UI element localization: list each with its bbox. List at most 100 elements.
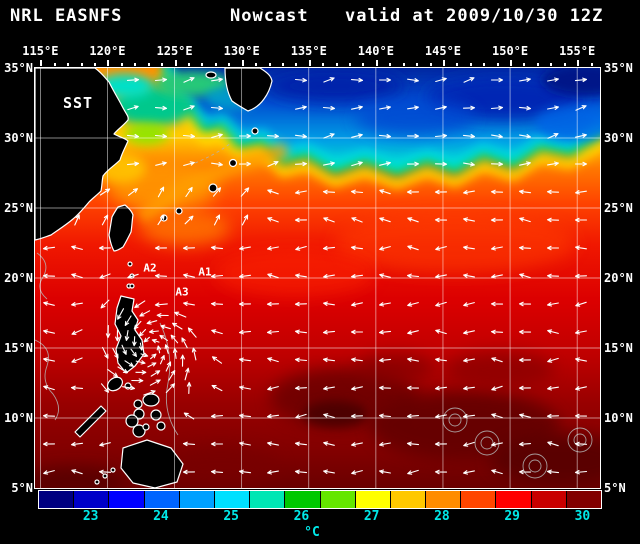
- tick-mark: [67, 63, 70, 66]
- lat-label-right: 10°N: [604, 411, 633, 425]
- product-name: NRL EASNFS: [10, 6, 123, 26]
- tick-mark: [147, 63, 150, 66]
- tick-mark: [161, 63, 164, 66]
- tick-mark: [174, 60, 177, 66]
- lon-label: 140°E: [357, 44, 394, 58]
- tick-mark: [483, 63, 486, 66]
- tick-mark: [80, 63, 83, 66]
- valid-time: valid at 2009/10/30 12Z: [345, 6, 604, 26]
- colorbar-segment: [461, 491, 497, 508]
- lat-label-right: 15°N: [604, 341, 633, 355]
- tick-mark: [40, 60, 43, 66]
- tick-mark: [214, 63, 217, 66]
- lat-label-left: 35°N: [4, 61, 33, 75]
- tick-mark: [496, 63, 499, 66]
- colorbar-tick-label: 24: [153, 509, 169, 524]
- lat-label-left: 15°N: [4, 341, 33, 355]
- colorbar-segment: [144, 491, 180, 508]
- lat-label-right: 25°N: [604, 201, 633, 215]
- colorbar-segment: [214, 491, 251, 508]
- lon-label: 120°E: [89, 44, 126, 58]
- lat-label-left: 20°N: [4, 271, 33, 285]
- tick-mark: [563, 63, 566, 66]
- tick-mark: [201, 63, 204, 66]
- sst-field-map: [35, 68, 600, 488]
- lon-label: 145°E: [424, 44, 462, 58]
- tick-mark: [510, 60, 513, 66]
- colorbar-segment: [531, 491, 567, 508]
- colorbar-segment: [285, 491, 321, 508]
- lat-label-right: 30°N: [604, 131, 633, 145]
- colorbar-segment: [496, 491, 532, 508]
- colorbar-segment: [320, 491, 356, 508]
- tick-mark: [523, 63, 526, 66]
- colorbar-tick-label: 29: [504, 509, 521, 524]
- field-label: SST: [63, 94, 94, 112]
- tick-mark: [577, 60, 580, 66]
- tick-mark: [590, 63, 593, 66]
- colorbar-tick-label: 26: [293, 509, 310, 524]
- colorbar-tick-label: 27: [363, 509, 380, 524]
- colorbar-segment: [566, 491, 601, 508]
- tick-mark: [134, 63, 137, 66]
- colorbar-tick-label: 25: [223, 509, 240, 524]
- tick-mark: [469, 63, 472, 66]
- colorbar-segment: [250, 491, 286, 508]
- tick-mark: [536, 63, 539, 66]
- tick-mark: [281, 63, 284, 66]
- tick-mark: [228, 63, 231, 66]
- tick-mark: [241, 60, 244, 66]
- lon-label: 115°E: [22, 44, 59, 58]
- station-label: A2: [143, 261, 157, 275]
- tick-mark: [268, 63, 271, 66]
- tick-mark: [255, 63, 258, 66]
- tick-mark: [375, 60, 378, 66]
- lat-label-right: 5°N: [604, 481, 626, 495]
- colorbar-segment: [426, 491, 462, 508]
- station-label: A1: [198, 265, 212, 279]
- tick-mark: [94, 63, 97, 66]
- tick-mark: [187, 63, 190, 66]
- colorbar: [38, 490, 602, 509]
- tick-mark: [107, 60, 110, 66]
- wind-vector-field: [42, 77, 588, 475]
- tick-mark: [389, 63, 392, 66]
- tick-mark: [53, 63, 56, 66]
- tick-mark: [416, 63, 419, 66]
- tick-mark: [362, 63, 365, 66]
- colorbar-segment: [109, 491, 145, 508]
- lat-label-left: 30°N: [4, 131, 33, 145]
- colorbar-tick-label: 23: [82, 509, 99, 524]
- colorbar-segment: [355, 491, 391, 508]
- lon-label: 125°E: [156, 44, 193, 58]
- tick-mark: [308, 60, 311, 66]
- tick-mark: [120, 63, 123, 66]
- lon-label: 130°E: [223, 44, 260, 58]
- colorbar-tick-label: 30: [574, 509, 591, 524]
- lon-label: 155°E: [559, 44, 596, 58]
- station-label: A3: [175, 285, 189, 299]
- tick-mark: [402, 63, 405, 66]
- lon-label: 150°E: [492, 44, 529, 58]
- colorbar-unit: °C: [304, 525, 320, 540]
- run-mode: Nowcast: [230, 6, 309, 26]
- colorbar-segment: [74, 491, 110, 508]
- colorbar-segment: [390, 491, 427, 508]
- lon-label: 135°E: [290, 44, 327, 58]
- tick-mark: [349, 63, 352, 66]
- colorbar-segment: [179, 491, 215, 508]
- tick-mark: [442, 60, 445, 66]
- lat-label-left: 25°N: [4, 201, 33, 215]
- tick-mark: [335, 63, 338, 66]
- tick-mark: [550, 63, 553, 66]
- tick-mark: [295, 63, 298, 66]
- lat-label-left: 5°N: [11, 481, 33, 495]
- tick-mark: [322, 63, 325, 66]
- colorbar-tick-label: 28: [434, 509, 450, 524]
- colorbar-segment: [39, 491, 75, 508]
- map-area: SST A1 A2 A3: [34, 67, 601, 489]
- tick-mark: [456, 63, 459, 66]
- lat-label-right: 35°N: [604, 61, 633, 75]
- tick-mark: [429, 63, 432, 66]
